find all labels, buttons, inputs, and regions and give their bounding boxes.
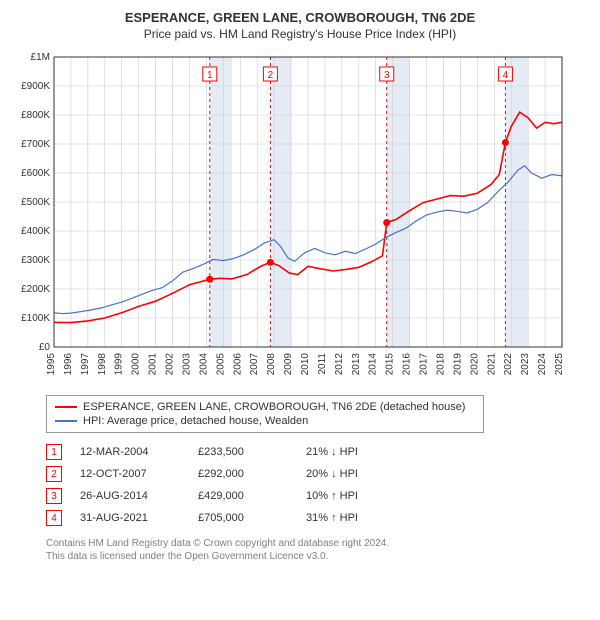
svg-text:1998: 1998 [97, 353, 108, 376]
svg-text:£900K: £900K [21, 81, 50, 92]
svg-text:2012: 2012 [334, 353, 345, 376]
svg-text:2001: 2001 [148, 353, 159, 376]
svg-text:2000: 2000 [131, 353, 142, 376]
svg-text:2023: 2023 [520, 353, 531, 376]
sale-index-badge: 4 [46, 510, 62, 526]
legend-swatch [55, 406, 77, 408]
legend-item: ESPERANCE, GREEN LANE, CROWBOROUGH, TN6 … [55, 400, 475, 414]
chart-title: ESPERANCE, GREEN LANE, CROWBOROUGH, TN6 … [10, 10, 590, 25]
svg-text:£300K: £300K [21, 255, 50, 266]
sale-row: 3 26-AUG-2014 £429,000 10% ↑ HPI [46, 485, 586, 507]
svg-text:2015: 2015 [385, 353, 396, 376]
svg-text:£100K: £100K [21, 313, 50, 324]
sale-diff: 31% ↑ HPI [306, 512, 426, 524]
svg-text:3: 3 [384, 70, 390, 81]
sale-index-badge: 2 [46, 466, 62, 482]
svg-text:2006: 2006 [232, 353, 243, 376]
svg-text:£200K: £200K [21, 284, 50, 295]
svg-text:2016: 2016 [402, 353, 413, 376]
svg-text:2: 2 [268, 70, 274, 81]
svg-text:2025: 2025 [554, 353, 565, 376]
legend-label: HPI: Average price, detached house, Weal… [83, 415, 308, 427]
svg-text:2017: 2017 [419, 353, 430, 376]
sale-price: £429,000 [198, 490, 288, 502]
svg-text:1997: 1997 [80, 353, 91, 376]
svg-text:2024: 2024 [537, 353, 548, 376]
sale-index-badge: 3 [46, 488, 62, 504]
svg-text:2019: 2019 [452, 353, 463, 376]
sale-diff: 21% ↓ HPI [306, 446, 426, 458]
sale-row: 4 31-AUG-2021 £705,000 31% ↑ HPI [46, 507, 586, 529]
svg-text:2022: 2022 [503, 353, 514, 376]
sale-row: 2 12-OCT-2007 £292,000 20% ↓ HPI [46, 463, 586, 485]
attribution-line: This data is licensed under the Open Gov… [46, 550, 586, 563]
svg-text:2002: 2002 [165, 353, 176, 376]
svg-text:2010: 2010 [300, 353, 311, 376]
sale-diff: 20% ↓ HPI [306, 468, 426, 480]
legend-swatch [55, 420, 77, 422]
svg-text:£800K: £800K [21, 110, 50, 121]
svg-text:2020: 2020 [469, 353, 480, 376]
svg-text:2009: 2009 [283, 353, 294, 376]
sale-diff: 10% ↑ HPI [306, 490, 426, 502]
svg-text:2008: 2008 [266, 353, 277, 376]
svg-text:1996: 1996 [63, 353, 74, 376]
sale-price: £705,000 [198, 512, 288, 524]
sales-table: 1 12-MAR-2004 £233,500 21% ↓ HPI 2 12-OCT-200… [46, 441, 586, 529]
sale-date: 31-AUG-2021 [80, 512, 180, 524]
legend-item: HPI: Average price, detached house, Weal… [55, 414, 475, 428]
svg-text:2014: 2014 [368, 353, 379, 376]
svg-text:2021: 2021 [486, 353, 497, 376]
svg-text:1995: 1995 [46, 353, 57, 376]
svg-text:£700K: £700K [21, 139, 50, 150]
sale-price: £292,000 [198, 468, 288, 480]
sale-date: 12-OCT-2007 [80, 468, 180, 480]
sale-index-badge: 1 [46, 444, 62, 460]
sale-price: £233,500 [198, 446, 288, 458]
svg-text:2003: 2003 [181, 353, 192, 376]
svg-text:2018: 2018 [435, 353, 446, 376]
svg-text:2013: 2013 [351, 353, 362, 376]
svg-text:2005: 2005 [215, 353, 226, 376]
legend-label: ESPERANCE, GREEN LANE, CROWBOROUGH, TN6 … [83, 401, 465, 413]
sale-date: 26-AUG-2014 [80, 490, 180, 502]
svg-text:£500K: £500K [21, 197, 50, 208]
legend: ESPERANCE, GREEN LANE, CROWBOROUGH, TN6 … [46, 395, 484, 433]
sale-row: 1 12-MAR-2004 £233,500 21% ↓ HPI [46, 441, 586, 463]
svg-text:1: 1 [207, 70, 213, 81]
sale-date: 12-MAR-2004 [80, 446, 180, 458]
svg-text:£600K: £600K [21, 168, 50, 179]
price-chart: £0 £100K £200K £300K £400K £500K £600K £700K £80… [10, 47, 570, 387]
svg-text:£1M: £1M [31, 52, 50, 63]
svg-text:2004: 2004 [198, 353, 209, 376]
attribution-line: Contains HM Land Registry data © Crown c… [46, 537, 586, 550]
svg-text:£0: £0 [39, 342, 51, 353]
chart-subtitle: Price paid vs. HM Land Registry's House … [10, 27, 590, 41]
svg-text:2011: 2011 [317, 353, 328, 375]
svg-text:£400K: £400K [21, 226, 50, 237]
svg-text:4: 4 [503, 70, 509, 81]
attribution: Contains HM Land Registry data © Crown c… [46, 537, 586, 563]
svg-text:1999: 1999 [114, 353, 125, 376]
svg-text:2007: 2007 [249, 353, 260, 376]
